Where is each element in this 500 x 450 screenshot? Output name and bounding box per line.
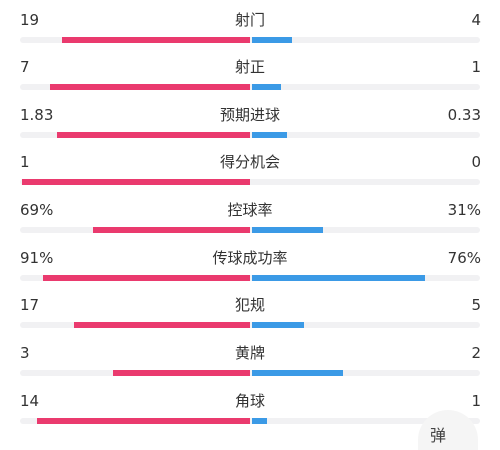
home-value: 3 bbox=[20, 344, 30, 362]
home-bar bbox=[50, 84, 250, 90]
watermark-text: 弹 bbox=[430, 426, 447, 445]
stat-label: 角球 bbox=[234, 392, 265, 410]
stat-label: 射正 bbox=[234, 58, 265, 76]
stat-label: 控球率 bbox=[227, 201, 273, 219]
home-bar bbox=[62, 37, 250, 43]
home-bar bbox=[93, 227, 250, 233]
stat-row-shots-on-target: 7 射正 1 bbox=[0, 57, 500, 104]
stat-row-pass-accuracy: 91% 传球成功率 76% bbox=[0, 248, 500, 295]
away-bar bbox=[252, 370, 343, 376]
stat-row-shots: 19 射门 4 bbox=[0, 10, 500, 57]
away-value: 1 bbox=[471, 58, 481, 76]
away-bar bbox=[252, 37, 292, 43]
home-value: 17 bbox=[20, 296, 40, 314]
home-bar bbox=[113, 370, 250, 376]
home-bar bbox=[74, 322, 250, 328]
stat-bar-track bbox=[20, 132, 480, 138]
home-bar bbox=[57, 132, 250, 138]
away-bar bbox=[252, 227, 323, 233]
stat-label: 预期进球 bbox=[219, 106, 280, 124]
away-value: 4 bbox=[471, 11, 481, 29]
away-value: 31% bbox=[447, 201, 481, 219]
away-value: 0.33 bbox=[447, 106, 481, 124]
away-bar bbox=[252, 322, 304, 328]
stat-bar-track bbox=[20, 84, 480, 90]
away-value: 2 bbox=[471, 344, 481, 362]
stat-row-expected-goals: 1.83 预期进球 0.33 bbox=[0, 105, 500, 152]
stat-row-big-chances: 1 得分机会 0 bbox=[0, 152, 500, 199]
stat-bar-track bbox=[20, 370, 480, 376]
stat-bar-track bbox=[20, 179, 480, 185]
away-bar bbox=[252, 275, 425, 281]
away-value: 5 bbox=[471, 296, 481, 314]
stat-row-yellow-cards: 3 黄牌 2 bbox=[0, 343, 500, 390]
stat-label: 传球成功率 bbox=[212, 249, 288, 267]
home-bar bbox=[43, 275, 250, 281]
stat-bar-track bbox=[20, 322, 480, 328]
stat-bar-track bbox=[20, 227, 480, 233]
home-value: 1 bbox=[20, 153, 30, 171]
away-value: 1 bbox=[471, 392, 481, 410]
stat-label: 射门 bbox=[234, 11, 265, 29]
stat-label: 犯规 bbox=[234, 296, 265, 314]
stat-label: 得分机会 bbox=[219, 153, 280, 171]
home-bar bbox=[22, 179, 250, 185]
home-bar bbox=[37, 418, 250, 424]
match-stats-panel: 19 射门 4 7 射正 1 1.83 预期进球 0.33 1 得分机会 0 bbox=[0, 10, 500, 438]
away-bar bbox=[252, 418, 267, 424]
home-value: 7 bbox=[20, 58, 30, 76]
away-bar bbox=[252, 132, 287, 138]
stat-row-corners: 14 角球 1 bbox=[0, 391, 500, 438]
home-value: 14 bbox=[20, 392, 40, 410]
stat-bar-track bbox=[20, 275, 480, 281]
stat-bar-track bbox=[20, 418, 480, 424]
home-value: 19 bbox=[20, 11, 40, 29]
stat-bar-track bbox=[20, 37, 480, 43]
home-value: 1.83 bbox=[20, 106, 54, 124]
stat-label: 黄牌 bbox=[234, 344, 265, 362]
stat-row-fouls: 17 犯规 5 bbox=[0, 295, 500, 342]
home-value: 91% bbox=[20, 249, 54, 267]
away-value: 0 bbox=[471, 153, 481, 171]
away-bar bbox=[252, 84, 281, 90]
stat-row-possession: 69% 控球率 31% bbox=[0, 200, 500, 247]
away-value: 76% bbox=[447, 249, 481, 267]
home-value: 69% bbox=[20, 201, 54, 219]
